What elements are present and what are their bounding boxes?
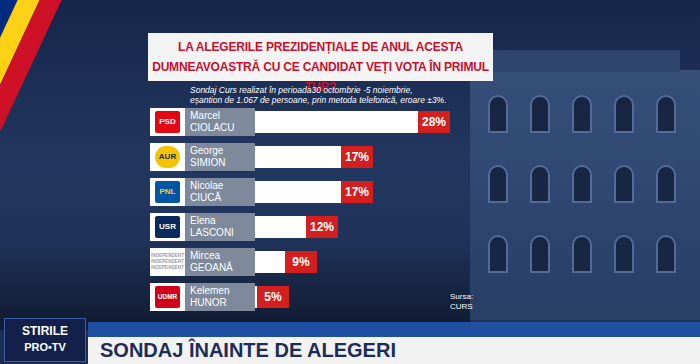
party-logo: INDEPENDENTINDEPENDENTINDEPENDENT — [150, 248, 185, 276]
building-window — [488, 235, 508, 273]
party-logo: USR — [150, 213, 185, 241]
data-label: 9% — [285, 251, 317, 273]
party-logo: UDMR — [150, 283, 185, 311]
category-label: MirceaGEOANĂ — [190, 250, 254, 274]
stage: LA ALEGERILE PREZIDENȚIALE DE ANUL ACEST… — [0, 0, 700, 364]
channel-logo: STIRILE PRO•TV — [4, 318, 86, 362]
party-badge: INDEPENDENT — [151, 253, 184, 259]
data-label: 28% — [418, 111, 450, 133]
party-badge: PNL — [155, 181, 180, 203]
category-label-line: GEOANĂ — [190, 262, 254, 274]
building-window — [656, 235, 676, 273]
headline-strip — [88, 322, 700, 337]
channel-network: PRO•TV — [5, 341, 85, 353]
category-label: KelemenHUNOR — [190, 285, 254, 309]
building-window — [530, 95, 550, 133]
category-label-line: George — [190, 145, 254, 157]
data-label: 12% — [306, 216, 338, 238]
category-label: NicolaeCIUCĂ — [190, 180, 254, 204]
category-label: MarcelCIOLACU — [190, 110, 254, 134]
subtitle: Sondaj Curs realizat în perioada30 octom… — [190, 85, 490, 105]
building-window — [614, 95, 634, 133]
category-label-line: CIUCĂ — [190, 192, 254, 204]
name-panel: GeorgeSIMION — [185, 143, 255, 171]
name-panel: NicolaeCIUCĂ — [185, 178, 255, 206]
category-label-line: Mircea — [190, 250, 254, 262]
channel-name: STIRILE — [5, 324, 85, 338]
building-window — [488, 165, 508, 203]
party-logo: PNL — [150, 178, 185, 206]
building-window — [656, 165, 676, 203]
party-badge: PSD — [155, 111, 180, 133]
party-badge: INDEPENDENT — [151, 265, 184, 271]
category-label: ElenaLASCONI — [190, 215, 254, 239]
party-badge: UDMR — [155, 286, 180, 308]
headline: SONDAJ ÎNAINTE DE ALEGERI — [88, 337, 700, 364]
building-window — [572, 95, 592, 133]
data-label: 17% — [341, 146, 373, 168]
building-window — [656, 95, 676, 133]
category-label-line: Elena — [190, 215, 254, 227]
category-label-line: SIMION — [190, 157, 254, 169]
category-label-line: Kelemen — [190, 285, 254, 297]
name-panel: ElenaLASCONI — [185, 213, 255, 241]
category-label-line: CIOLACU — [190, 122, 254, 134]
category-label: GeorgeSIMION — [190, 145, 254, 169]
name-panel: MirceaGEOANĂ — [185, 248, 255, 276]
source: Sursa: CURS — [450, 292, 482, 312]
name-panel: KelemenHUNOR — [185, 283, 255, 311]
data-label: 17% — [341, 181, 373, 203]
party-logo: PSD — [150, 108, 185, 136]
party-badge: INDEPENDENT — [151, 259, 184, 265]
building-window — [530, 165, 550, 203]
category-label-line: Nicolae — [190, 180, 254, 192]
building-window — [530, 235, 550, 273]
building-roof — [490, 50, 680, 72]
title: LA ALEGERILE PREZIDENȚIALE DE ANUL ACEST… — [148, 33, 493, 81]
category-label-line: HUNOR — [190, 297, 254, 309]
building-window — [572, 165, 592, 203]
party-badge: USR — [155, 216, 180, 238]
plot-area — [222, 108, 432, 311]
building-window — [572, 235, 592, 273]
party-badge: AUR — [155, 146, 180, 168]
background-building — [470, 70, 700, 320]
data-label: 5% — [257, 286, 289, 308]
building-window — [614, 165, 634, 203]
category-label-line: LASCONI — [190, 227, 254, 239]
party-logo: AUR — [150, 143, 185, 171]
category-label-line: Marcel — [190, 110, 254, 122]
name-panel: MarcelCIOLACU — [185, 108, 255, 136]
building-window — [614, 235, 634, 273]
building-window — [488, 95, 508, 133]
